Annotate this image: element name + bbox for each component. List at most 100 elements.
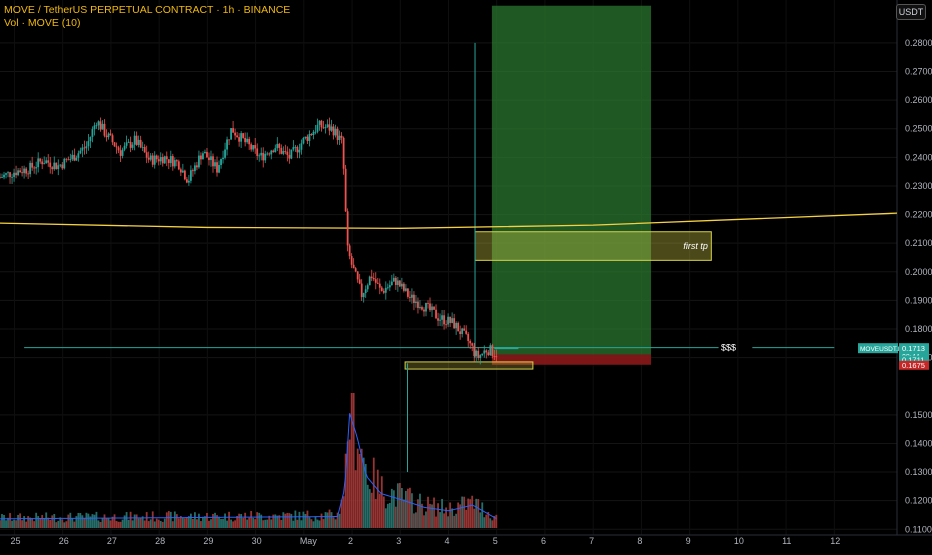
- volume-bar: [244, 512, 247, 528]
- candle-body: [216, 162, 218, 173]
- candle-body: [189, 170, 192, 181]
- x-tick-label: 7: [589, 536, 594, 546]
- candle-body: [133, 135, 136, 145]
- volume-bar: [63, 522, 66, 528]
- volume-bar: [362, 457, 365, 528]
- volume-bar: [222, 518, 224, 528]
- candle-body: [171, 156, 174, 167]
- candle-body: [312, 131, 315, 136]
- volume-bar: [187, 516, 190, 528]
- candle-body: [232, 128, 234, 133]
- candle-body: [183, 170, 186, 180]
- candle-body: [296, 146, 299, 153]
- candle-body: [300, 143, 303, 150]
- candle-body: [493, 356, 496, 357]
- volume-bar: [380, 476, 383, 528]
- volume-bar: [364, 464, 367, 528]
- volume-bar: [147, 521, 150, 528]
- candle-body: [236, 135, 239, 138]
- volume-bar: [107, 517, 110, 528]
- volume-bar: [61, 519, 64, 528]
- candle-body: [439, 319, 441, 321]
- volume-bar: [208, 520, 210, 528]
- candle-body: [370, 276, 373, 278]
- volume-bar: [413, 513, 415, 528]
- volume-bar: [196, 519, 198, 528]
- volume-bar: [376, 469, 379, 528]
- volume-bar: [336, 512, 339, 528]
- volume-bar: [437, 503, 439, 528]
- candle-body: [99, 121, 102, 130]
- candle-body: [336, 128, 339, 141]
- candle-body: [127, 141, 130, 143]
- volume-bar: [453, 515, 456, 528]
- volume-bar: [421, 503, 423, 528]
- volume-bar: [153, 521, 156, 528]
- volume-bar: [288, 513, 291, 528]
- volume-bar: [109, 520, 112, 528]
- candle-body: [222, 157, 224, 160]
- volume-bar: [39, 518, 42, 528]
- candle-body: [13, 172, 15, 177]
- candle-body: [83, 147, 86, 149]
- x-tick-label: 25: [10, 536, 20, 546]
- volume-bar: [264, 519, 267, 528]
- candle-body: [475, 350, 478, 357]
- x-tick-label: 30: [252, 536, 262, 546]
- candle-body: [252, 145, 255, 150]
- first-tp-label: first tp: [683, 241, 708, 251]
- candle-body: [248, 138, 251, 145]
- volume-bar: [268, 515, 271, 528]
- candle-body: [187, 180, 190, 183]
- candle-body: [39, 158, 42, 162]
- candle-body: [354, 268, 357, 272]
- stop-tag: 0.1675: [902, 361, 925, 370]
- volume-bar: [435, 516, 437, 528]
- candle-body: [228, 139, 230, 141]
- volume-bar: [129, 511, 132, 528]
- volume-bar: [177, 518, 180, 528]
- volume-bar: [9, 513, 11, 528]
- currency-button[interactable]: USDT: [896, 4, 926, 20]
- last-price-tag: 0.1713: [902, 344, 925, 353]
- candle-body: [483, 350, 486, 354]
- y-tick-label: 0.2400: [905, 152, 932, 162]
- candle-body: [431, 306, 433, 311]
- volume-bar: [270, 519, 273, 528]
- candle-body: [346, 211, 349, 246]
- candle-body: [264, 153, 267, 161]
- volume-bar: [332, 517, 335, 528]
- candle-body: [143, 147, 146, 153]
- volume-bar: [165, 512, 168, 528]
- candle-body: [218, 165, 220, 173]
- volume-bar: [248, 517, 251, 528]
- volume-bar: [242, 517, 245, 528]
- volume-bar: [45, 512, 48, 528]
- y-tick-label: 0.2800: [905, 38, 932, 48]
- volume-bar: [409, 487, 411, 528]
- volume-bar: [260, 514, 263, 528]
- candle-body: [390, 281, 393, 286]
- candle-body: [63, 158, 66, 169]
- first-tp-box: [474, 231, 712, 261]
- candle-body: [177, 161, 180, 170]
- candle-body: [298, 149, 301, 153]
- symbol-title[interactable]: MOVE / TetherUS PERPETUAL CONTRACT · 1h …: [4, 4, 291, 16]
- candle-body: [135, 135, 138, 145]
- candle-body: [71, 154, 74, 160]
- candle-body: [469, 341, 472, 344]
- volume-bar: [262, 520, 265, 528]
- volume-bar: [479, 512, 482, 528]
- volume-bar: [212, 513, 214, 528]
- candle-body: [185, 179, 188, 183]
- candle-body: [400, 283, 403, 287]
- candle-body: [360, 283, 363, 298]
- candle-body: [324, 127, 327, 128]
- volume-bar: [278, 515, 281, 528]
- candle-body: [244, 137, 247, 143]
- volume-indicator-label[interactable]: Vol · MOVE (10): [4, 17, 81, 29]
- candle-body: [220, 159, 222, 166]
- candle-body: [121, 149, 124, 156]
